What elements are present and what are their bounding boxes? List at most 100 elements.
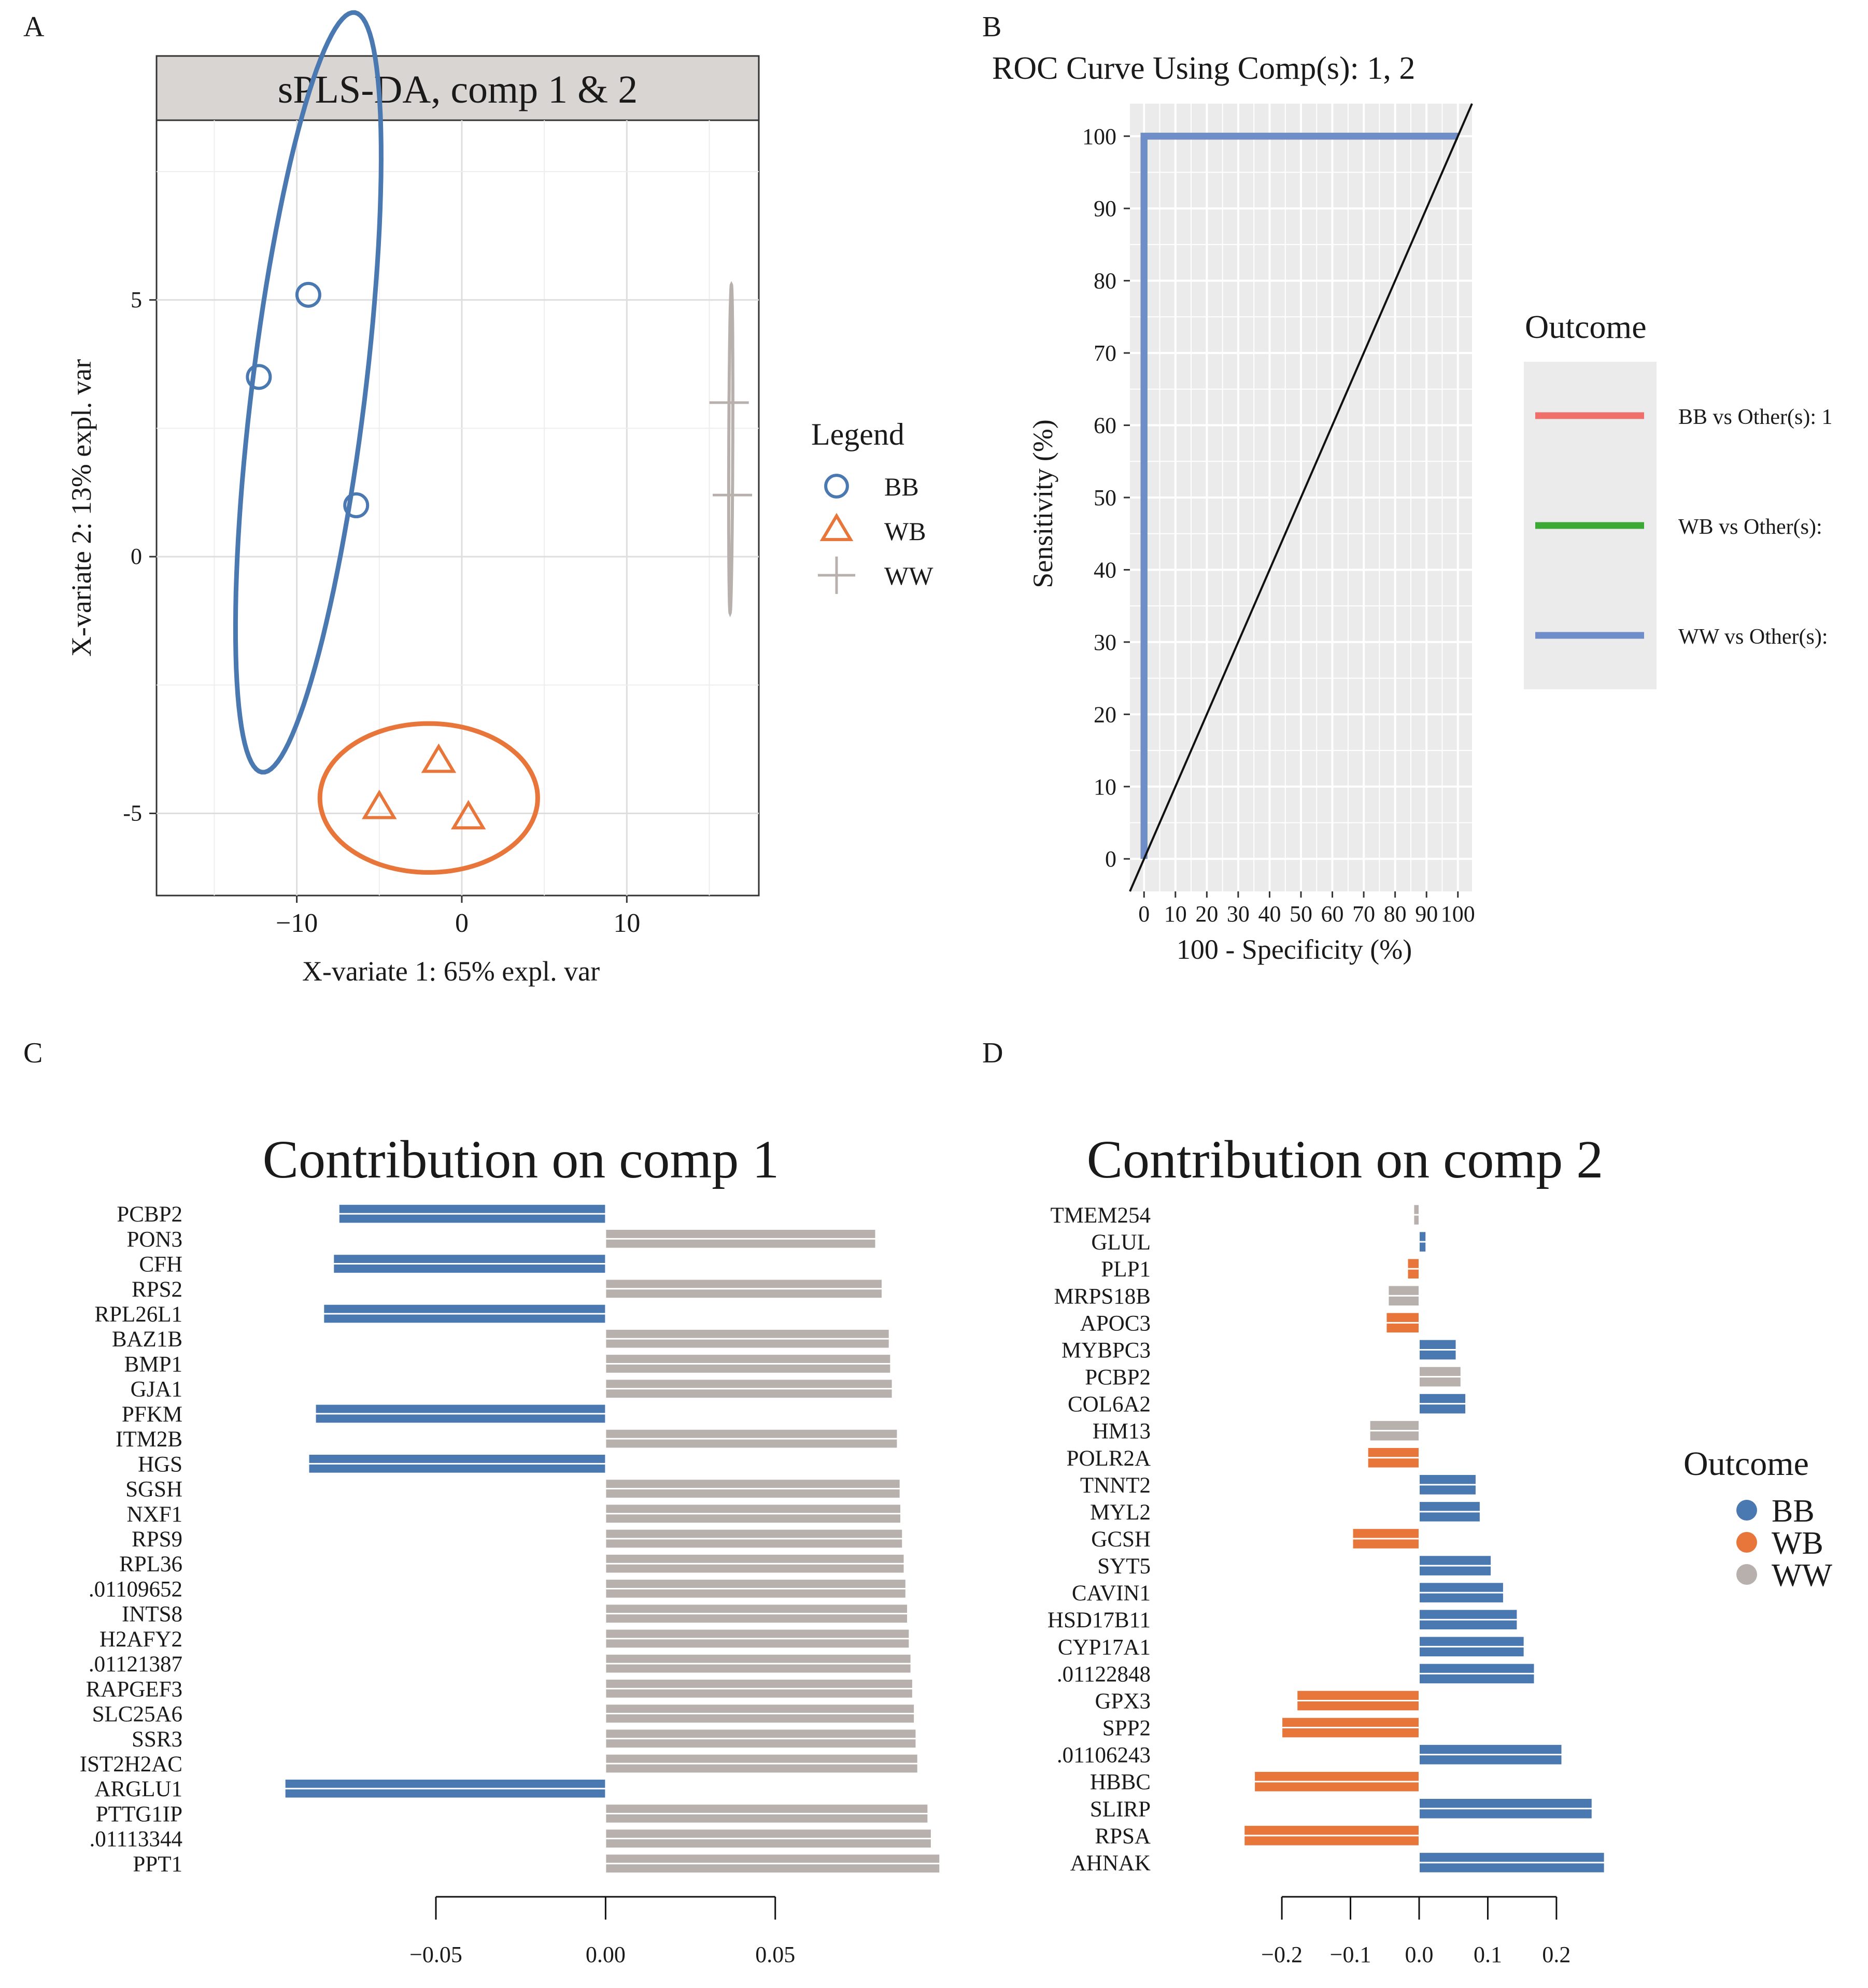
legend-label-wb: WB [884, 517, 926, 546]
category-label: CYP17A1 [1058, 1635, 1151, 1659]
panel-b-y-label: Sensitivity (%) [1027, 419, 1058, 588]
panel-a-title: sPLS-DA, comp 1 & 2 [278, 68, 638, 111]
panel-b-ticks: 0010102020303040405050606070708080909010… [1082, 124, 1475, 927]
legend-label-wb: WB [1772, 1526, 1823, 1561]
legend-label-roc_green: WB vs Other(s): [1678, 515, 1822, 539]
legend-label-ww: WW [1772, 1558, 1833, 1593]
point-ww [713, 475, 753, 515]
legend-label-roc_red: BB vs Other(s): 1 [1678, 405, 1833, 429]
category-label: .01122848 [1057, 1662, 1151, 1686]
category-label: BAZ1B [112, 1327, 182, 1352]
panel-b-legend-title: Outcome [1525, 308, 1647, 345]
point-bb [295, 281, 321, 308]
category-label: MYL2 [1090, 1500, 1151, 1525]
category-label: AHNAK [1070, 1851, 1151, 1876]
panel-letter-d: D [982, 1037, 1003, 1069]
x-tick-label: 0 [455, 908, 469, 938]
panel-c-title: Contribution on comp 1 [263, 1130, 780, 1189]
x-tick-label: −0.2 [1261, 1942, 1303, 1967]
x-tick-label: 20 [1195, 901, 1218, 927]
x-tick-label: 0 [1138, 901, 1150, 927]
panel-b-title: ROC Curve Using Comp(s): 1, 2 [992, 51, 1415, 86]
category-label: MRPS18B [1054, 1284, 1151, 1309]
category-label: .01121387 [89, 1652, 182, 1677]
category-label: APOC3 [1080, 1311, 1151, 1336]
diagonal-line [1129, 103, 1473, 892]
panel-letter-c: C [23, 1037, 43, 1069]
x-tick-label: 0.00 [586, 1942, 626, 1967]
y-tick-label: 90 [1094, 196, 1116, 221]
legend-label-roc_blue: WW vs Other(s): [1678, 625, 1828, 649]
y-tick-label: -5 [123, 800, 142, 826]
category-label: GPX3 [1095, 1689, 1151, 1713]
y-tick-label: 0 [131, 544, 142, 569]
category-label: PCBP2 [1085, 1366, 1151, 1390]
x-tick-label: 0.1 [1474, 1942, 1502, 1967]
panel-a: sPLS-DA, comp 1 & 2 −10 0 10 5 0 -5 X-variate… [66, 10, 933, 987]
panel-letter-b: B [982, 11, 1001, 43]
x-tick-label: 0.2 [1542, 1942, 1570, 1967]
x-tick-label: 0.0 [1405, 1942, 1434, 1967]
category-label: PLP1 [1101, 1257, 1151, 1282]
panel-d-title: Contribution on comp 2 [1087, 1130, 1604, 1189]
category-label: SSR3 [132, 1727, 182, 1752]
y-tick-label: 80 [1094, 268, 1116, 294]
legend-key-ww [1736, 1564, 1757, 1585]
x-tick-label: 10 [613, 908, 640, 938]
panel-a-legend: BB WB WW [817, 472, 933, 594]
ellipse-bb [233, 10, 384, 775]
category-label: CAVIN1 [1072, 1581, 1151, 1606]
category-label: CFH [139, 1253, 182, 1277]
panel-a-ellipses [233, 10, 734, 875]
category-label: HGS [138, 1452, 182, 1476]
category-label: NXF1 [126, 1502, 182, 1527]
x-tick-label: 70 [1352, 901, 1375, 927]
category-label: SGSH [125, 1478, 182, 1502]
panel-d-axis: −0.2 −0.1 0.0 0.1 0.2 [1261, 1896, 1570, 1967]
legend-key-wb [1736, 1532, 1757, 1553]
panel-letter-a: A [23, 11, 45, 43]
category-label: ITM2B [116, 1427, 182, 1452]
y-tick-label: 10 [1094, 774, 1116, 800]
category-label: MYBPC3 [1062, 1338, 1151, 1362]
point-bb [246, 364, 272, 390]
x-tick-label: 10 [1164, 901, 1187, 927]
category-label: GJA1 [131, 1378, 182, 1402]
panel-a-points [246, 281, 753, 830]
point-wb [362, 789, 397, 819]
category-label: SYT5 [1097, 1554, 1151, 1579]
category-label: IST2H2AC [80, 1752, 182, 1777]
legend-key-wb [819, 513, 854, 542]
legend-key-ww [817, 556, 856, 594]
y-tick-label: 5 [131, 287, 142, 313]
category-label: INTS8 [122, 1602, 182, 1627]
x-tick-label: 80 [1384, 901, 1407, 927]
category-label: RPL36 [119, 1552, 182, 1577]
category-label: SPP2 [1102, 1716, 1151, 1741]
y-tick-label: 60 [1094, 413, 1116, 438]
legend-key-bb [824, 474, 849, 499]
panel-d: Contribution on comp 2 TMEM254GLULPLP1MR… [1048, 1130, 1833, 1967]
category-label: HM13 [1093, 1419, 1151, 1444]
category-label: BMP1 [124, 1352, 182, 1376]
category-label: RPL26L1 [94, 1302, 182, 1327]
category-label: ARGLU1 [94, 1777, 182, 1801]
point-wb [450, 800, 486, 830]
legend-label-bb: BB [1772, 1494, 1815, 1529]
category-label: GLUL [1091, 1230, 1151, 1255]
x-tick-label: 90 [1415, 901, 1438, 927]
y-tick-label: 30 [1094, 630, 1116, 655]
category-label: .01109652 [89, 1577, 182, 1601]
x-tick-label: 30 [1227, 901, 1250, 927]
legend-label-ww: WW [884, 561, 933, 590]
y-tick-label: 0 [1105, 846, 1116, 872]
panel-b-lines [1129, 103, 1473, 892]
category-label: RPSA [1095, 1824, 1151, 1849]
panel-c-axis: −0.05 0.00 0.05 [409, 1896, 795, 1967]
panel-a-ticks: −10 0 10 5 0 -5 [123, 287, 640, 938]
panel-b-gridlines [1130, 104, 1472, 891]
x-tick-label: −0.1 [1330, 1942, 1371, 1967]
y-tick-label: 20 [1094, 702, 1116, 727]
